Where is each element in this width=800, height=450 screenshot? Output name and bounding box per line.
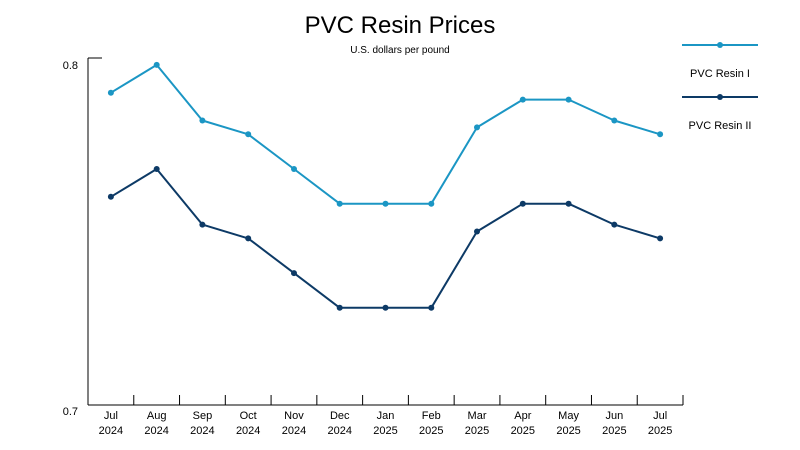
data-point [245, 235, 252, 242]
data-point [336, 200, 343, 207]
x-tick-label-year: 2025 [465, 425, 489, 437]
data-point [428, 200, 435, 207]
x-tick-label-year: 2024 [144, 425, 168, 437]
x-tick-label-year: 2024 [282, 425, 306, 437]
data-point [519, 200, 526, 207]
y-tick-label-bottom: 0.7 [63, 406, 78, 418]
x-tick-label-month: Jan [377, 410, 395, 422]
data-point [291, 270, 297, 277]
chart-subtitle: U.S. dollars per pound [350, 45, 450, 56]
x-tick-label-month: Oct [240, 410, 257, 422]
x-tick-label-year: 2025 [648, 425, 672, 437]
data-point [199, 117, 206, 124]
y-axis: 0.8 0.7 [63, 57, 102, 418]
data-point [382, 200, 389, 207]
data-point [245, 131, 252, 138]
series-1 [107, 61, 664, 207]
data-point [336, 304, 343, 311]
x-tick-label-month: Jul [104, 410, 118, 422]
series-2 [107, 166, 664, 311]
x-tick-label-month: Aug [147, 410, 167, 422]
legend-item-1: PVC Resin I [682, 42, 758, 80]
series-layer [107, 61, 664, 311]
legend-item-2: PVC Resin II [682, 94, 758, 132]
x-tick-label-year: 2024 [99, 425, 123, 437]
x-tick-label-month: Apr [514, 410, 531, 422]
series-line [110, 63, 661, 205]
data-point [565, 200, 572, 207]
legend-swatch-marker [717, 94, 723, 100]
data-point [611, 221, 618, 228]
y-tick-label-top: 0.8 [63, 60, 78, 72]
x-tick-label-month: Jun [605, 410, 623, 422]
data-point [474, 228, 480, 235]
legend-label: PVC Resin II [689, 120, 752, 132]
x-tick-label-month: May [558, 410, 579, 422]
x-tick-label-month: Jul [653, 410, 667, 422]
legend-swatch-marker [717, 42, 723, 48]
legend-label: PVC Resin I [690, 68, 750, 80]
data-point [474, 124, 480, 131]
x-axis: Jul 2024 Aug 2024 Sep 2024 Oct 2024 Nov 2024 Dec 20… [88, 395, 684, 437]
series-line [110, 168, 661, 309]
data-point [519, 96, 526, 103]
x-tick-label-year: 2024 [236, 425, 260, 437]
x-tick-label-month: Sep [193, 410, 213, 422]
data-point [291, 166, 297, 172]
data-point [199, 221, 206, 228]
x-tick-label-year: 2024 [190, 425, 214, 437]
x-tick-label-year: 2025 [556, 425, 580, 437]
x-tick-label-month: Mar [468, 410, 487, 422]
x-tick-label-year: 2024 [327, 425, 351, 437]
data-point [153, 61, 160, 68]
data-point [565, 96, 572, 103]
x-tick-label-month: Dec [330, 410, 350, 422]
data-point [611, 117, 618, 124]
data-point [153, 166, 160, 172]
x-tick-label-year: 2025 [373, 425, 397, 437]
x-tick-label-year: 2025 [419, 425, 443, 437]
data-point [428, 304, 435, 311]
x-tick-label-year: 2025 [602, 425, 626, 437]
data-point [382, 304, 389, 311]
data-point [107, 89, 114, 96]
x-tick-label-month: Feb [422, 410, 441, 422]
x-tick-label-month: Nov [284, 410, 304, 422]
data-point [657, 131, 664, 138]
data-point [657, 235, 664, 242]
data-point [107, 193, 114, 200]
legend: PVC Resin I PVC Resin II [682, 42, 758, 132]
chart-title: PVC Resin Prices [305, 12, 496, 39]
x-tick-label-year: 2025 [511, 425, 535, 437]
